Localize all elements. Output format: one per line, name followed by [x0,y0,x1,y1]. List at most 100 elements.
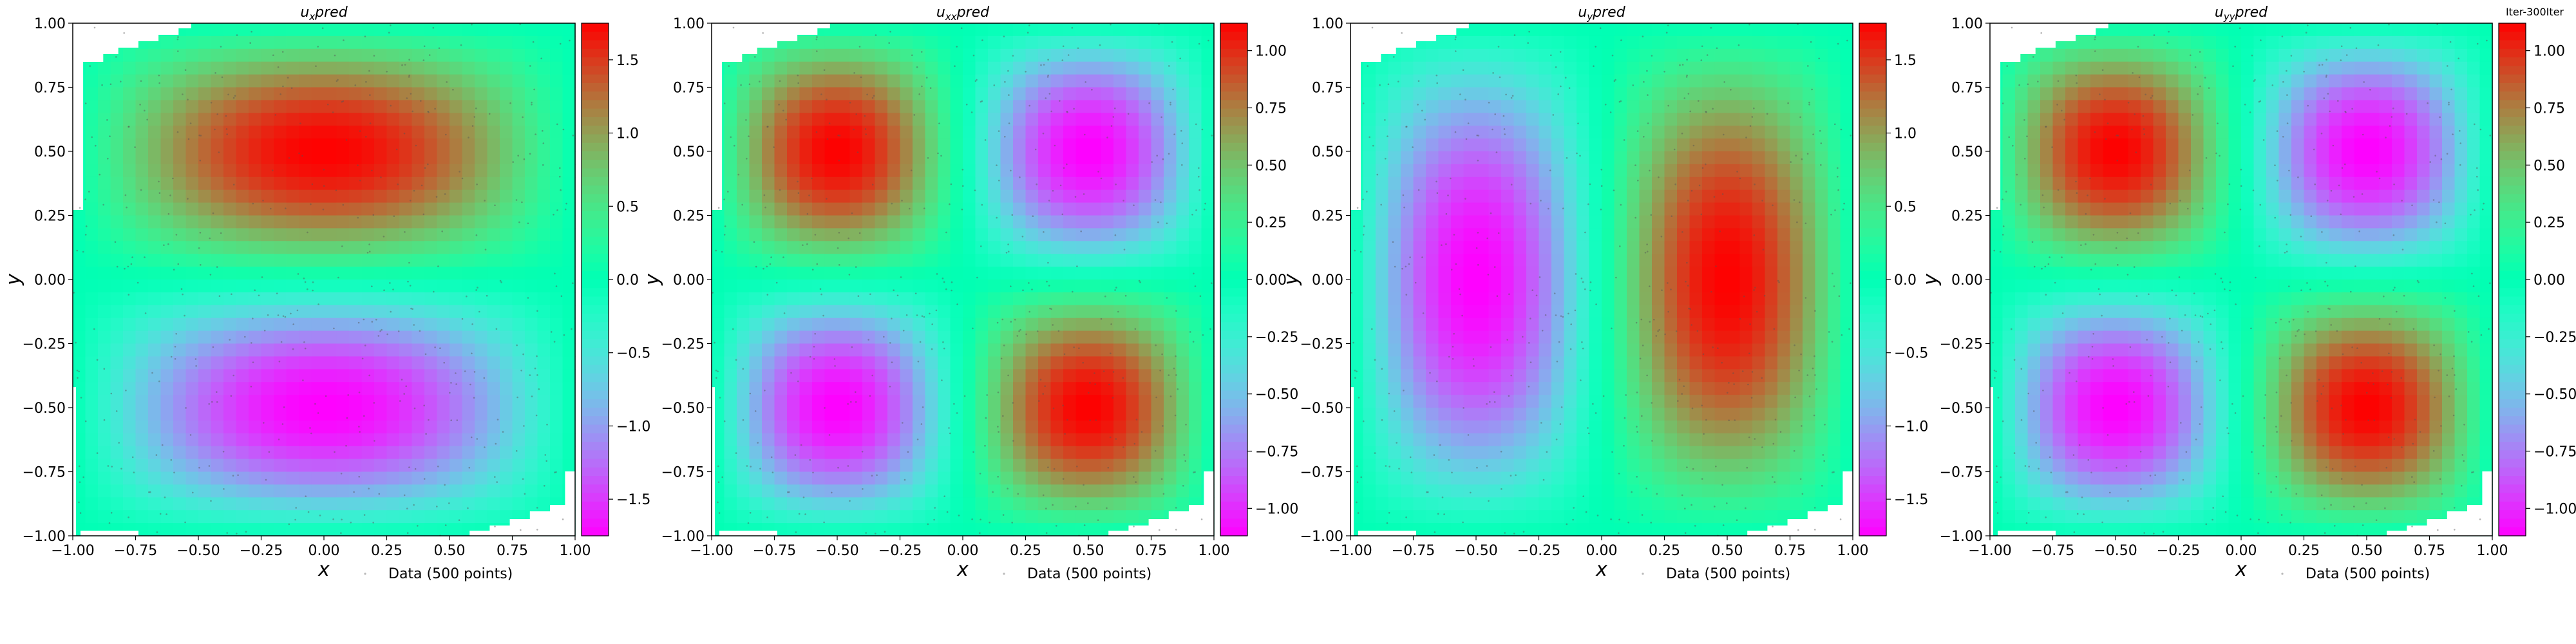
heatmap-cell [1176,484,1189,498]
legend: Data (500 points) [364,566,513,582]
heatmap-cell [550,87,564,101]
heatmap-cell [399,343,413,357]
heatmap-cell [1501,292,1515,306]
heatmap-cell [1000,176,1014,191]
heatmap-cell [975,433,989,447]
heatmap-cell [512,164,526,178]
heatmap-cell [837,446,851,460]
heatmap-cell [1488,215,1502,229]
heatmap-cell [875,446,888,460]
heatmap-cell [450,151,463,165]
heatmap-cell [875,369,888,383]
heatmap-cell [361,369,375,383]
heatmap-cell [311,176,325,191]
heatmap-cell [475,241,488,254]
heatmap-cell [386,241,400,254]
heatmap-cell [724,126,737,139]
heatmap-cell [862,87,876,101]
heatmap-cell [1426,151,1439,165]
heatmap-cell [1063,356,1077,370]
heatmap-cell [450,343,463,357]
masked-cell [73,387,76,536]
heatmap-cell [412,292,425,306]
heatmap-cell [1038,369,1052,383]
heatmap-cell [73,254,86,267]
heatmap-cell [537,241,551,254]
heatmap-cell [85,330,99,345]
heatmap-cell [324,202,337,216]
data-point [254,289,256,292]
heatmap-cell [1088,202,1102,216]
heatmap-cell [963,510,976,524]
heatmap-cell [975,369,989,383]
data-point [735,359,737,361]
heatmap-cell [1013,382,1027,395]
data-point [166,513,167,515]
heatmap-cell [424,446,438,460]
heatmap-cell [1126,292,1139,306]
heatmap-cell [1164,305,1177,319]
heatmap-cell [774,48,788,62]
heatmap-cell [925,305,938,319]
heatmap-cell [938,356,951,370]
heatmap-cell [774,382,788,395]
data-point [531,101,533,104]
heatmap-cell [148,395,162,408]
heatmap-cell [1376,126,1389,139]
heatmap-cell [500,151,513,165]
heatmap-cell [1463,202,1477,216]
heatmap-cell [249,87,262,101]
heatmap-cell [487,189,500,204]
data-point [444,524,447,526]
heatmap-cell [562,254,576,267]
heatmap-cell [1451,356,1464,370]
heatmap-cell [938,74,951,88]
data-point [449,392,451,394]
heatmap-cell [1038,292,1052,306]
data-point [902,422,904,424]
heatmap-cell [500,241,513,254]
heatmap-cell [462,433,475,447]
heatmap-cell [938,164,951,178]
data-point [500,281,502,283]
data-point [371,285,373,288]
heatmap-cell [1463,279,1477,293]
data-point [546,424,548,426]
data-point [184,314,185,317]
heatmap-cell [336,87,350,101]
heatmap-cell [261,151,274,165]
heatmap-cell [249,317,262,332]
heatmap-cell [1013,395,1027,408]
heatmap-cell [1376,87,1389,101]
heatmap-cell [724,433,737,447]
heatmap-cell [311,74,325,88]
heatmap-cell [1088,497,1102,511]
heatmap-cell [412,356,425,370]
heatmap-cell [774,317,788,332]
data-point [220,232,222,234]
heatmap-cell [724,202,737,216]
heatmap-cell [500,48,513,62]
data-point [496,481,498,483]
heatmap-cell [1463,395,1477,408]
heatmap-cell [1488,484,1502,498]
data-point [759,80,761,82]
data-point [837,247,839,249]
data-point [1066,419,1068,421]
heatmap-cell [550,267,564,280]
heatmap-cell [1388,330,1401,345]
heatmap-cell [1013,446,1027,460]
heatmap-cell [386,176,400,191]
data-point [182,293,184,296]
heatmap-cell [475,126,488,139]
data-point [1154,450,1157,452]
heatmap-cell [198,35,212,50]
data-point [325,395,327,397]
heatmap-cell [123,189,137,204]
data-point [1099,44,1101,46]
colorbar-segment [1220,40,1247,50]
heatmap-cell [1463,215,1477,229]
heatmap-cell [1413,87,1426,101]
heatmap-cell [988,330,1001,345]
heatmap-cell [1101,395,1114,408]
